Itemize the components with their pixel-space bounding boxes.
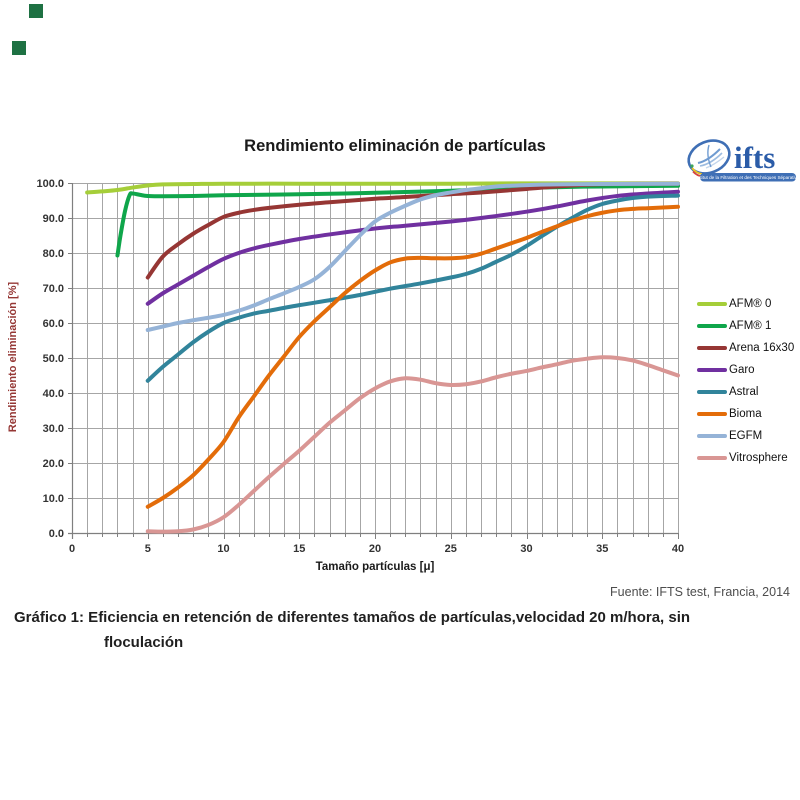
chart-legend: AFM® 0 AFM® 1 Arena 16x30 Garo Astral Bioma EG… bbox=[697, 293, 794, 469]
series-line-bioma bbox=[145, 204, 680, 509]
series-line-vitrosphere bbox=[145, 355, 680, 534]
legend-swatch-icon bbox=[697, 301, 727, 307]
legend-swatch-icon bbox=[697, 411, 727, 417]
x-tick-label: 25 bbox=[445, 543, 457, 555]
y-tick-label: 10.0 bbox=[43, 493, 64, 505]
y-tick-label: 20.0 bbox=[43, 458, 64, 470]
series-line-garo bbox=[145, 189, 680, 306]
y-tick-label: 30.0 bbox=[43, 423, 64, 435]
legend-label: EGFM bbox=[729, 430, 763, 442]
legend-swatch-icon bbox=[697, 323, 727, 329]
legend-item-bioma: Bioma bbox=[697, 403, 794, 425]
legend-label: Astral bbox=[729, 386, 759, 398]
y-tick-label: 60.0 bbox=[43, 318, 64, 330]
legend-label: Bioma bbox=[729, 408, 762, 420]
y-tick-label: 40.0 bbox=[43, 388, 64, 400]
x-tick-label: 30 bbox=[520, 543, 532, 555]
series-line-astral bbox=[145, 193, 680, 383]
caption-line-2: floculación bbox=[104, 634, 184, 651]
legend-swatch-icon bbox=[697, 367, 727, 373]
corner-mark bbox=[29, 4, 43, 18]
series-line-egfm bbox=[145, 181, 680, 332]
legend-swatch-icon bbox=[697, 345, 727, 351]
legend-item-arena-16x30: Arena 16x30 bbox=[697, 337, 794, 359]
y-tick-label: 70.0 bbox=[43, 283, 64, 295]
legend-swatch-icon bbox=[697, 433, 727, 439]
series-lines bbox=[85, 181, 680, 534]
y-tick-label: 0.0 bbox=[49, 528, 64, 540]
logo-text: ifts bbox=[734, 140, 775, 175]
y-axis-title: Rendimiento eliminación [%] bbox=[7, 281, 19, 433]
legend-label: AFM® 0 bbox=[729, 298, 772, 310]
legend-item-egfm: EGFM bbox=[697, 425, 794, 447]
y-tick-label: 100.0 bbox=[36, 178, 64, 190]
x-tick-label: 0 bbox=[69, 543, 75, 555]
chart-title: Rendimiento eliminación de partículas bbox=[244, 137, 546, 155]
x-tick-label: 10 bbox=[217, 543, 229, 555]
legend-label: Arena 16x30 bbox=[729, 342, 795, 354]
globe-icon bbox=[687, 139, 731, 178]
y-tick-label: 80.0 bbox=[43, 248, 64, 260]
x-tick-label: 40 bbox=[672, 543, 684, 555]
x-tick-label: 20 bbox=[369, 543, 381, 555]
legend-item-astral: Astral bbox=[697, 381, 794, 403]
y-tick-label: 50.0 bbox=[43, 353, 64, 365]
tick-labels: 0.0 10.0 20.0 30.0 40.0 50.0 60.0 70.0 80.0 90.0 1… bbox=[36, 178, 684, 555]
legend-item-afm-1: AFM® 1 bbox=[697, 315, 794, 337]
series-line-arena-16x30 bbox=[145, 181, 680, 280]
x-tick-label: 15 bbox=[293, 543, 305, 555]
logo-subtitle: Institut de la Filtration et des Techniq… bbox=[694, 175, 798, 180]
x-tick-label: 35 bbox=[596, 543, 608, 555]
legend-item-afm-0: AFM® 0 bbox=[697, 293, 794, 315]
y-tick-label: 90.0 bbox=[43, 213, 64, 225]
ifts-logo: ifts Institut de la Filtration et des Te… bbox=[687, 139, 798, 182]
legend-item-garo: Garo bbox=[697, 359, 794, 381]
caption-line-1: Gráfico 1: Eficiencia en retención de di… bbox=[14, 609, 691, 626]
legend-label: Vitrosphere bbox=[729, 452, 788, 464]
source-note: Fuente: IFTS test, Francia, 2014 bbox=[610, 585, 790, 599]
x-axis-title: Tamaño partículas [μ] bbox=[315, 561, 435, 573]
legend-swatch-icon bbox=[697, 455, 727, 461]
legend-swatch-icon bbox=[697, 389, 727, 395]
chart-plot-area: 0.0 10.0 20.0 30.0 40.0 50.0 60.0 70.0 80.0 90.0 1… bbox=[36, 178, 684, 555]
corner-mark bbox=[12, 41, 26, 55]
legend-label: Garo bbox=[729, 364, 755, 376]
x-tick-label: 5 bbox=[145, 543, 151, 555]
legend-label: AFM® 1 bbox=[729, 320, 772, 332]
axes bbox=[68, 183, 679, 539]
legend-item-vitrosphere: Vitrosphere bbox=[697, 447, 794, 469]
